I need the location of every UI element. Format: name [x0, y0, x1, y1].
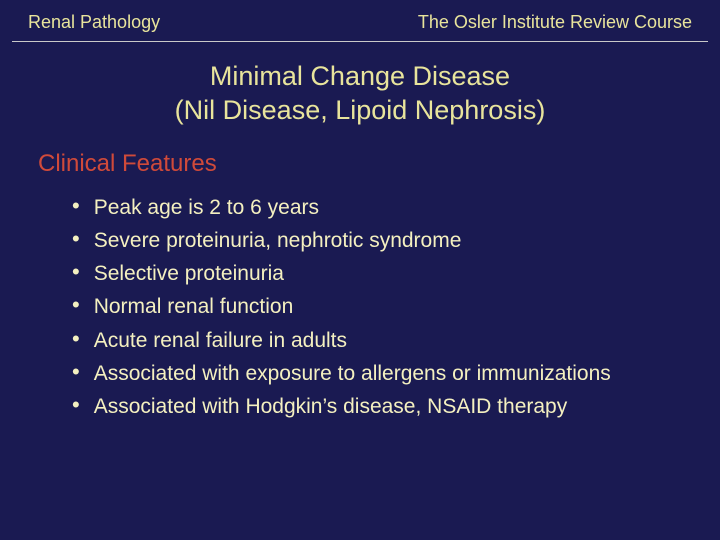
bullet-list: • Peak age is 2 to 6 years • Severe protein… — [72, 194, 720, 421]
bullet-item: • Acute renal failure in adults — [72, 327, 720, 354]
title-line-1: Minimal Change Disease — [0, 60, 720, 94]
section-heading: Clinical Features — [38, 150, 720, 178]
bullet-item: • Severe proteinuria, nephrotic syndrome — [72, 227, 720, 254]
bullet-marker-icon: • — [72, 359, 80, 385]
slide-header: Renal Pathology The Osler Institute Revi… — [0, 0, 720, 41]
header-divider — [12, 41, 708, 42]
bullet-text: Associated with Hodgkin’s disease, NSAID… — [94, 393, 568, 420]
bullet-item: • Associated with Hodgkin’s disease, NSAI… — [72, 393, 720, 420]
bullet-item: • Selective proteinuria — [72, 260, 720, 287]
title-line-2: (Nil Disease, Lipoid Nephrosis) — [0, 94, 720, 128]
bullet-item: • Peak age is 2 to 6 years — [72, 194, 720, 221]
bullet-marker-icon: • — [72, 292, 80, 318]
bullet-item: • Normal renal function — [72, 293, 720, 320]
header-right-text: The Osler Institute Review Course — [418, 12, 692, 33]
bullet-text: Associated with exposure to allergens or… — [94, 360, 611, 387]
bullet-text: Severe proteinuria, nephrotic syndrome — [94, 227, 462, 254]
bullet-text: Acute renal failure in adults — [94, 327, 347, 354]
bullet-text: Selective proteinuria — [94, 260, 284, 287]
slide-title: Minimal Change Disease (Nil Disease, Lip… — [0, 60, 720, 128]
bullet-marker-icon: • — [72, 392, 80, 418]
bullet-marker-icon: • — [72, 226, 80, 252]
bullet-marker-icon: • — [72, 326, 80, 352]
header-left-text: Renal Pathology — [28, 12, 160, 33]
bullet-item: • Associated with exposure to allergens o… — [72, 360, 720, 387]
bullet-marker-icon: • — [72, 259, 80, 285]
bullet-text: Normal renal function — [94, 293, 294, 320]
bullet-text: Peak age is 2 to 6 years — [94, 194, 319, 221]
bullet-marker-icon: • — [72, 193, 80, 219]
